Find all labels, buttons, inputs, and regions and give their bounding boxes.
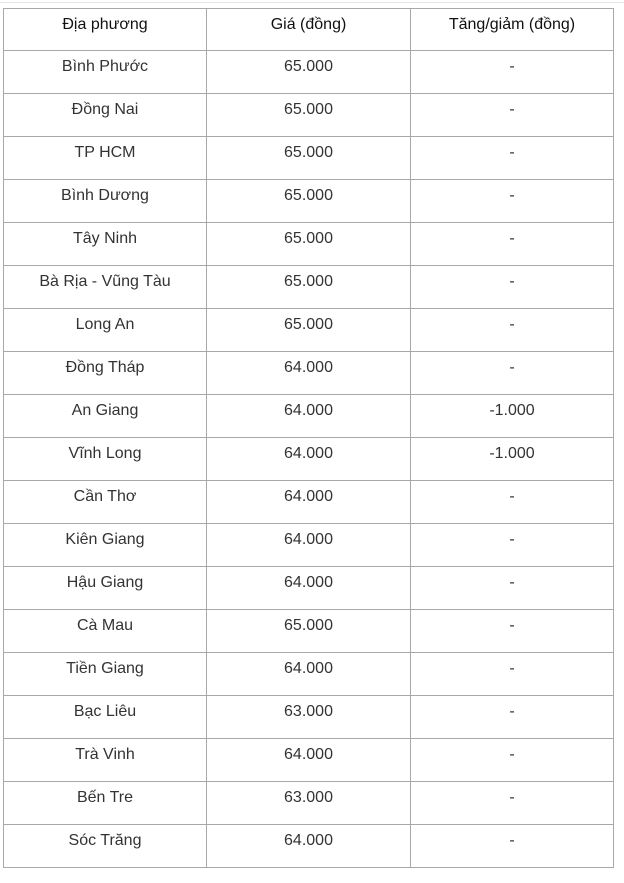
table-row: Cà Mau 65.000- [3,609,614,653]
cell-change: -1.000 [410,394,614,438]
cell-price: 65.000 [206,136,411,180]
price-table: Địa phương Giá (đồng) Tăng/giảm (đồng) B… [3,8,614,868]
cell-price: 64.000 [206,566,411,610]
cell-change: - [410,222,614,266]
table-row: An Giang 64.000 -1.000 [3,394,614,438]
cell-change: - [410,523,614,567]
table-row: TP HCM 65.000- [3,136,614,180]
cell-region: Long An [3,308,207,352]
cell-price: 64.000 [206,652,411,696]
cell-price: 64.000 [206,523,411,567]
cell-change: - [410,824,614,868]
cell-price: 65.000 [206,50,411,94]
header-price: Giá (đồng) [206,8,411,51]
cell-region: Bình Phước [3,50,207,94]
cell-region: Trà Vinh [3,738,207,782]
table-row: Đồng Tháp 64.000- [3,351,614,395]
cell-change: - [410,136,614,180]
cell-price: 64.000 [206,351,411,395]
cell-change: - [410,50,614,94]
cell-region: Vĩnh Long [3,437,207,481]
cell-price: 64.000 [206,480,411,524]
cell-region: Bà Rịa - Vũng Tàu [3,265,207,309]
cell-price: 64.000 [206,738,411,782]
cell-price: 65.000 [206,93,411,137]
cell-region: Hậu Giang [3,566,207,610]
cell-price: 63.000 [206,781,411,825]
cell-region: Đồng Tháp [3,351,207,395]
cell-change: - [410,566,614,610]
cell-change: - [410,695,614,739]
table-row: Bình Dương 65.000- [3,179,614,223]
table-header-row: Địa phương Giá (đồng) Tăng/giảm (đồng) [3,8,614,51]
cell-price: 65.000 [206,609,411,653]
cell-region: Bến Tre [3,781,207,825]
cell-region: Cần Thơ [3,480,207,524]
cell-change: - [410,179,614,223]
table-row: Trà Vinh 64.000- [3,738,614,782]
cell-region: Tây Ninh [3,222,207,266]
cell-region: Tiền Giang [3,652,207,696]
table-row: Cần Thơ 64.000- [3,480,614,524]
table-row: Bình Phước 65.000- [3,50,614,94]
cell-change: -1.000 [410,437,614,481]
cell-change: - [410,652,614,696]
cell-region: Đồng Nai [3,93,207,137]
cell-change: - [410,738,614,782]
cell-change: - [410,93,614,137]
cell-price: 65.000 [206,308,411,352]
cell-change: - [410,609,614,653]
table-row: Sóc Trăng 64.000- [3,824,614,868]
cell-change: - [410,308,614,352]
cell-region: Cà Mau [3,609,207,653]
cell-price: 65.000 [206,222,411,266]
table-row: Tiền Giang 64.000- [3,652,614,696]
header-region: Địa phương [3,8,207,51]
table-row: Vĩnh Long 64.000 -1.000 [3,437,614,481]
cell-price: 64.000 [206,437,411,481]
cell-change: - [410,480,614,524]
table-row: Đồng Nai 65.000- [3,93,614,137]
cell-region: TP HCM [3,136,207,180]
table-row: Long An 65.000- [3,308,614,352]
cell-region: An Giang [3,394,207,438]
cell-change: - [410,351,614,395]
table-row: Bạc Liêu 63.000- [3,695,614,739]
cell-region: Bạc Liêu [3,695,207,739]
table-row: Bến Tre 63.000- [3,781,614,825]
cell-price: 65.000 [206,265,411,309]
cell-region: Bình Dương [3,179,207,223]
table-row: Kiên Giang 64.000- [3,523,614,567]
cell-change: - [410,781,614,825]
table-row: Hậu Giang 64.000- [3,566,614,610]
header-change: Tăng/giảm (đồng) [410,8,614,51]
cell-change: - [410,265,614,309]
cell-price: 65.000 [206,179,411,223]
cell-region: Kiên Giang [3,523,207,567]
cell-price: 64.000 [206,394,411,438]
table-row: Tây Ninh 65.000- [3,222,614,266]
cell-region: Sóc Trăng [3,824,207,868]
divider [0,2,624,3]
cell-price: 63.000 [206,695,411,739]
cell-price: 64.000 [206,824,411,868]
table-row: Bà Rịa - Vũng Tàu 65.000- [3,265,614,309]
